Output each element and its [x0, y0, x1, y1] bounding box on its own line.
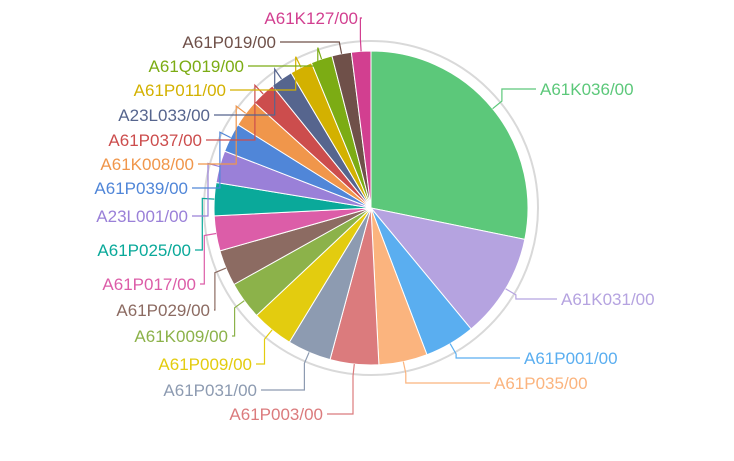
leader-line-a61k009-00 — [232, 300, 245, 337]
slice-label-a61p011-00: A61P011/00 — [134, 81, 226, 100]
leader-line-a61p001-00 — [449, 343, 520, 359]
pie-slice-a61k036-00[interactable] — [370, 50, 529, 240]
leader-line-a61k008-00 — [198, 104, 247, 165]
slice-label-a61p003-00: A61P003/00 — [229, 405, 323, 424]
leader-line-a23l001-00 — [192, 162, 220, 217]
leader-line-a23l033-00 — [214, 67, 282, 116]
leader-line-a61p019-00 — [280, 41, 343, 54]
slice-label-a61p039-00: A61P039/00 — [94, 179, 188, 198]
slice-label-a61p029-00: A61P029/00 — [116, 301, 210, 320]
slice-label-a61p037-00: A61P037/00 — [108, 131, 202, 150]
leader-line-a61p039-00 — [192, 131, 231, 189]
leader-line-a61p035-00 — [402, 361, 490, 384]
slice-label-a23l001-00: A23L001/00 — [96, 207, 188, 226]
leader-line-a61p029-00 — [214, 267, 227, 311]
leader-line-a61p017-00 — [200, 232, 217, 285]
labels-group: A61K036/00 A61K031/00 A61P001/00 A61P035/00… — [94, 9, 654, 424]
slice-label-a61k031-00: A61K031/00 — [561, 290, 655, 309]
slice-label-a61k036-00: A61K036/00 — [540, 80, 634, 99]
slice-label-a61k009-00: A61K009/00 — [134, 327, 228, 346]
slice-label-a61p019-00: A61P019/00 — [182, 33, 276, 52]
outer-ring — [203, 40, 539, 376]
slices-group — [213, 50, 529, 366]
leader-line-a61p011-00 — [230, 56, 302, 91]
slice-label-a61q019-00: A61Q019/00 — [149, 57, 244, 76]
slice-label-a61p031-00: A61P031/00 — [163, 381, 257, 400]
slice-label-a61k127-00: A61K127/00 — [264, 9, 358, 28]
slice-label-a61p009-00: A61P009/00 — [158, 355, 252, 374]
slice-label-a61p025-00: A61P025/00 — [97, 241, 191, 260]
leader-line-a61k036-00 — [492, 88, 536, 110]
slice-label-a61k008-00: A61K008/00 — [100, 155, 194, 174]
pie-slice-a61k031-00[interactable] — [369, 207, 526, 330]
leader-line-a61p031-00 — [261, 352, 310, 391]
leader-line-a61p009-00 — [256, 329, 273, 365]
leader-line-a61k031-00 — [505, 288, 557, 300]
slice-label-a61p001-00: A61P001/00 — [524, 349, 618, 368]
slice-label-a23l033-00: A23L033/00 — [118, 106, 210, 125]
pie-slice-a61k127-00[interactable] — [350, 50, 372, 209]
leader-line-a61k127-00 — [359, 17, 362, 52]
leader-lines-group — [192, 17, 557, 415]
leader-line-a61p003-00 — [327, 364, 355, 415]
slice-label-a61p017-00: A61P017/00 — [102, 275, 196, 294]
slice-label-a61p035-00: A61P035/00 — [494, 374, 588, 393]
leader-line-a61q019-00 — [248, 47, 323, 67]
